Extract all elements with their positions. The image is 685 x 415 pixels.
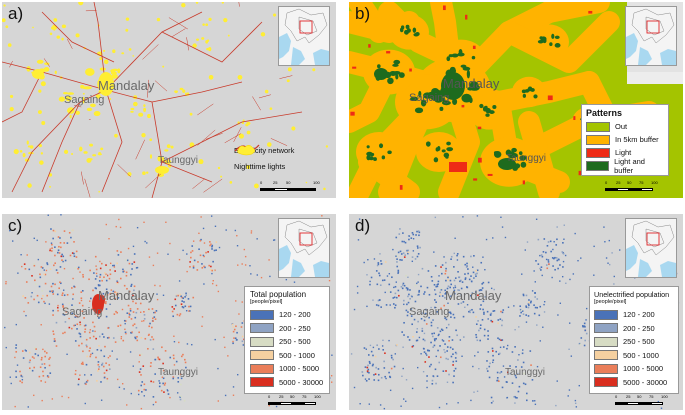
- legend-swatch: [250, 323, 274, 334]
- legend-label: 5000 - 30000: [279, 377, 324, 387]
- legend-label: 120 - 200: [623, 310, 655, 320]
- legend-row: 200 - 250: [594, 322, 674, 336]
- legend-label: 500 - 1000: [279, 350, 315, 360]
- city-label-taunggyi: Taunggyi: [505, 367, 546, 378]
- legend-row: 1000 - 5000: [594, 362, 674, 376]
- legend-row: 120 - 200: [594, 308, 674, 322]
- legend-swatch: [594, 336, 618, 347]
- legend-label: 1000 - 5000: [623, 364, 664, 374]
- legend-d: Unelectrified population [people/pixel] …: [589, 286, 679, 394]
- legend-swatch: [250, 350, 274, 361]
- legend-swatch: [594, 350, 618, 361]
- scale-bar-a: 0 25 50 100: [260, 180, 330, 196]
- legend-row: In 5km buffer: [586, 133, 664, 146]
- city-label-sagaing: Sagaing: [62, 306, 103, 318]
- scale-bar-d: 0 25 50 75 100: [615, 394, 683, 410]
- legend-swatch: [250, 377, 274, 388]
- scale-bar-c: 0 25 50 75 100: [268, 394, 336, 410]
- legend-swatch: [250, 336, 274, 347]
- legend-label: Light: [615, 148, 632, 157]
- city-label-mandalay: Mandalay: [443, 76, 500, 91]
- legend-label-lights: Nighttime lights: [234, 161, 286, 171]
- legend-row-lights: Nighttime lights: [234, 145, 332, 174]
- city-label-sagaing: Sagaing: [64, 94, 105, 106]
- legend-row: 250 - 500: [250, 335, 324, 349]
- legend-title-unelectrified-population: Unelectrified population: [594, 290, 670, 299]
- panel-label-a: a): [8, 4, 24, 23]
- legend-rows-d: 120 - 200 200 - 250 250 - 500 500 - 1000 100…: [594, 308, 674, 389]
- panel-label-c: c): [8, 216, 23, 235]
- legend-row: 1000 - 5000: [250, 362, 324, 376]
- legend-a: Electricity network Nighttime lights: [234, 142, 332, 178]
- legend-swatch: [586, 160, 610, 171]
- map-panel-patterns: b) Mandalay Sagaing Taunggyi Patterns Ou…: [349, 2, 683, 198]
- legend-swatch: [586, 134, 610, 145]
- legend-row: Light and buffer: [586, 156, 664, 175]
- legend-label-network: Electricity network: [234, 145, 295, 155]
- city-label-mandalay: Mandalay: [98, 78, 155, 93]
- panel-label-d: d): [355, 216, 371, 235]
- locator-inset-map: [625, 6, 677, 66]
- city-label-taunggyi: Taunggyi: [158, 367, 199, 378]
- legend-swatch: [594, 377, 618, 388]
- legend-label: 1000 - 5000: [279, 364, 320, 374]
- legend-label: 250 - 500: [279, 337, 311, 347]
- legend-rows-c: 120 - 200 200 - 250 250 - 500 500 - 1000 100…: [250, 308, 324, 389]
- legend-title-total-population: Total population: [250, 290, 307, 299]
- city-label-sagaing: Sagaing: [409, 306, 450, 318]
- locator-inset-map: [278, 6, 330, 66]
- legend-row: Light: [586, 146, 664, 159]
- legend-label: 200 - 250: [623, 323, 655, 333]
- map-panel-electricity: a) Mandalay Sagaing Taunggyi Electricity…: [2, 2, 336, 198]
- legend-row: 5000 - 30000: [250, 376, 324, 390]
- map-panel-unelectrified-population: d) Mandalay Sagaing Taunggyi Unelectrifi…: [349, 214, 683, 410]
- legend-label: 500 - 1000: [623, 350, 659, 360]
- city-label-sagaing: Sagaing: [409, 92, 450, 104]
- legend-title-patterns: Patterns: [586, 108, 623, 118]
- legend-label: 120 - 200: [279, 310, 311, 320]
- legend-rows-b: Out In 5km buffer Light Light and buffer: [586, 120, 664, 175]
- legend-label: 200 - 250: [279, 323, 311, 333]
- legend-row: 500 - 1000: [250, 349, 324, 363]
- legend-label: In 5km buffer: [615, 135, 659, 144]
- legend-swatch: [594, 309, 618, 320]
- city-label-taunggyi: Taunggyi: [506, 153, 547, 164]
- city-label-taunggyi: Taunggyi: [158, 155, 199, 166]
- legend-row: 120 - 200: [250, 308, 324, 322]
- legend-label: 250 - 500: [623, 337, 655, 347]
- legend-label: Light and buffer: [614, 156, 645, 175]
- legend-swatch: [250, 363, 274, 374]
- lights-blob-icon: [237, 145, 255, 156]
- legend-swatch: [594, 323, 618, 334]
- panel-label-b: b): [355, 4, 371, 23]
- locator-inset-map: [278, 218, 330, 278]
- locator-inset-map: [625, 218, 677, 278]
- legend-label: Out: [615, 122, 628, 131]
- legend-subtitle-units: [people/pixel]: [594, 299, 627, 305]
- legend-swatch: [594, 363, 618, 374]
- legend-swatch: [586, 147, 610, 158]
- legend-row: 500 - 1000: [594, 349, 674, 363]
- legend-swatch: [586, 121, 610, 132]
- legend-row: 5000 - 30000: [594, 376, 674, 390]
- legend-swatch: [250, 309, 274, 320]
- legend-row: Out: [586, 120, 664, 133]
- legend-row: 200 - 250: [250, 322, 324, 336]
- city-label-mandalay: Mandalay: [98, 288, 155, 303]
- legend-row: 250 - 500: [594, 335, 674, 349]
- city-label-mandalay: Mandalay: [445, 288, 502, 303]
- legend-c: Total population [people/pixel] 120 - 20…: [244, 286, 330, 394]
- legend-b: Patterns Out In 5km buffer Light Light and …: [581, 104, 669, 176]
- scale-bar-b: 0 25 50 75 100: [605, 180, 675, 196]
- legend-subtitle-units: [people/pixel]: [250, 299, 283, 305]
- map-panel-total-population: c) Mandalay Sagaing Taunggyi Total popul…: [2, 214, 336, 410]
- legend-label: 5000 - 30000: [623, 377, 668, 387]
